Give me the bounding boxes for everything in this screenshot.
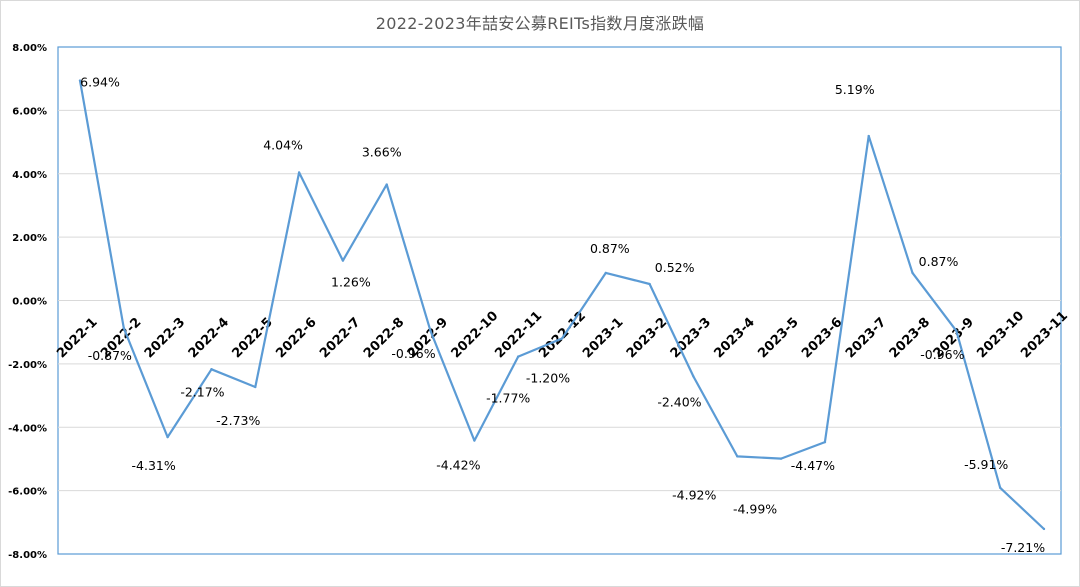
data-point (998, 486, 1002, 489)
data-point (604, 271, 608, 275)
chart-title: 2022-2023年喆安公募REITs指数月度涨跌幅 (375, 14, 705, 33)
data-label: 6.94% (80, 75, 120, 90)
y-tick-label: -4.00% (8, 423, 47, 434)
data-label: 4.04% (263, 137, 303, 152)
data-label: 3.66% (362, 145, 402, 160)
x-tick-label: 2023-6 (799, 315, 845, 361)
data-point (341, 259, 345, 262)
data-label: -5.91% (964, 457, 1008, 472)
x-tick-label: 2023-4 (711, 315, 757, 361)
data-point (692, 375, 695, 378)
data-point (166, 435, 169, 439)
data-point (779, 457, 783, 460)
data-point (297, 171, 301, 174)
x-tick-label: 2022-10 (449, 309, 502, 362)
data-point (1042, 527, 1046, 531)
data-point (823, 440, 827, 444)
data-label: -7.21% (1001, 540, 1045, 555)
x-tick-label: 2022-4 (186, 315, 232, 361)
data-label: -4.31% (132, 458, 176, 473)
data-point (736, 455, 739, 458)
data-label: 5.19% (835, 82, 875, 97)
x-tick-label: 2023-1 (580, 315, 626, 361)
data-label: 0.87% (919, 254, 959, 269)
data-label: -4.47% (791, 458, 835, 473)
x-tick-label: 2023-5 (755, 315, 801, 361)
x-tick-label: 2023-10 (974, 309, 1027, 362)
data-label: -2.73% (216, 413, 260, 428)
data-label: -0.96% (920, 347, 964, 362)
data-point (473, 439, 476, 442)
data-point (560, 337, 564, 340)
data-label: -4.99% (733, 502, 777, 517)
data-label: 0.87% (590, 241, 630, 256)
data-label: -4.42% (436, 458, 480, 473)
data-point (122, 326, 126, 330)
data-label: -4.92% (672, 487, 716, 502)
y-tick-label: 4.00% (12, 170, 47, 181)
y-tick-label: -6.00% (8, 487, 47, 498)
x-tick-label: 2022-12 (536, 309, 589, 362)
x-tick-label: 2022-7 (317, 315, 363, 361)
data-label: -2.40% (657, 395, 701, 410)
x-tick-label: 2023-11 (1018, 309, 1071, 362)
data-point (429, 329, 432, 333)
data-point (78, 79, 82, 82)
x-tick-label: 2022-6 (273, 315, 319, 361)
x-tick-label: 2023-7 (843, 315, 889, 361)
x-tick-label: 2022-3 (142, 315, 188, 361)
series-line (78, 80, 1045, 530)
y-tick-label: -8.00% (8, 550, 47, 561)
data-point (385, 183, 388, 186)
data-point (648, 282, 651, 286)
data-label: -0.96% (391, 346, 435, 361)
data-point (254, 385, 257, 389)
data-label: 1.26% (331, 275, 371, 290)
x-tick-label: 2022-11 (492, 309, 545, 362)
y-tick-label: 0.00% (12, 297, 47, 308)
data-point (516, 355, 520, 358)
data-point (210, 368, 213, 371)
data-label: -2.17% (180, 384, 224, 399)
data-point (955, 329, 958, 333)
x-tick-label: 2023-2 (624, 315, 670, 361)
y-tick-label: 6.00% (12, 106, 47, 117)
y-tick-label: -2.00% (8, 360, 47, 371)
data-label: 0.52% (655, 260, 695, 275)
y-tick-label: 2.00% (12, 233, 47, 244)
y-tick-label: 8.00% (12, 43, 47, 54)
data-label: -0.87% (88, 348, 132, 363)
data-label: -1.77% (486, 391, 530, 406)
data-label: -1.20% (526, 371, 570, 386)
data-point (911, 271, 914, 275)
data-point (867, 134, 870, 138)
